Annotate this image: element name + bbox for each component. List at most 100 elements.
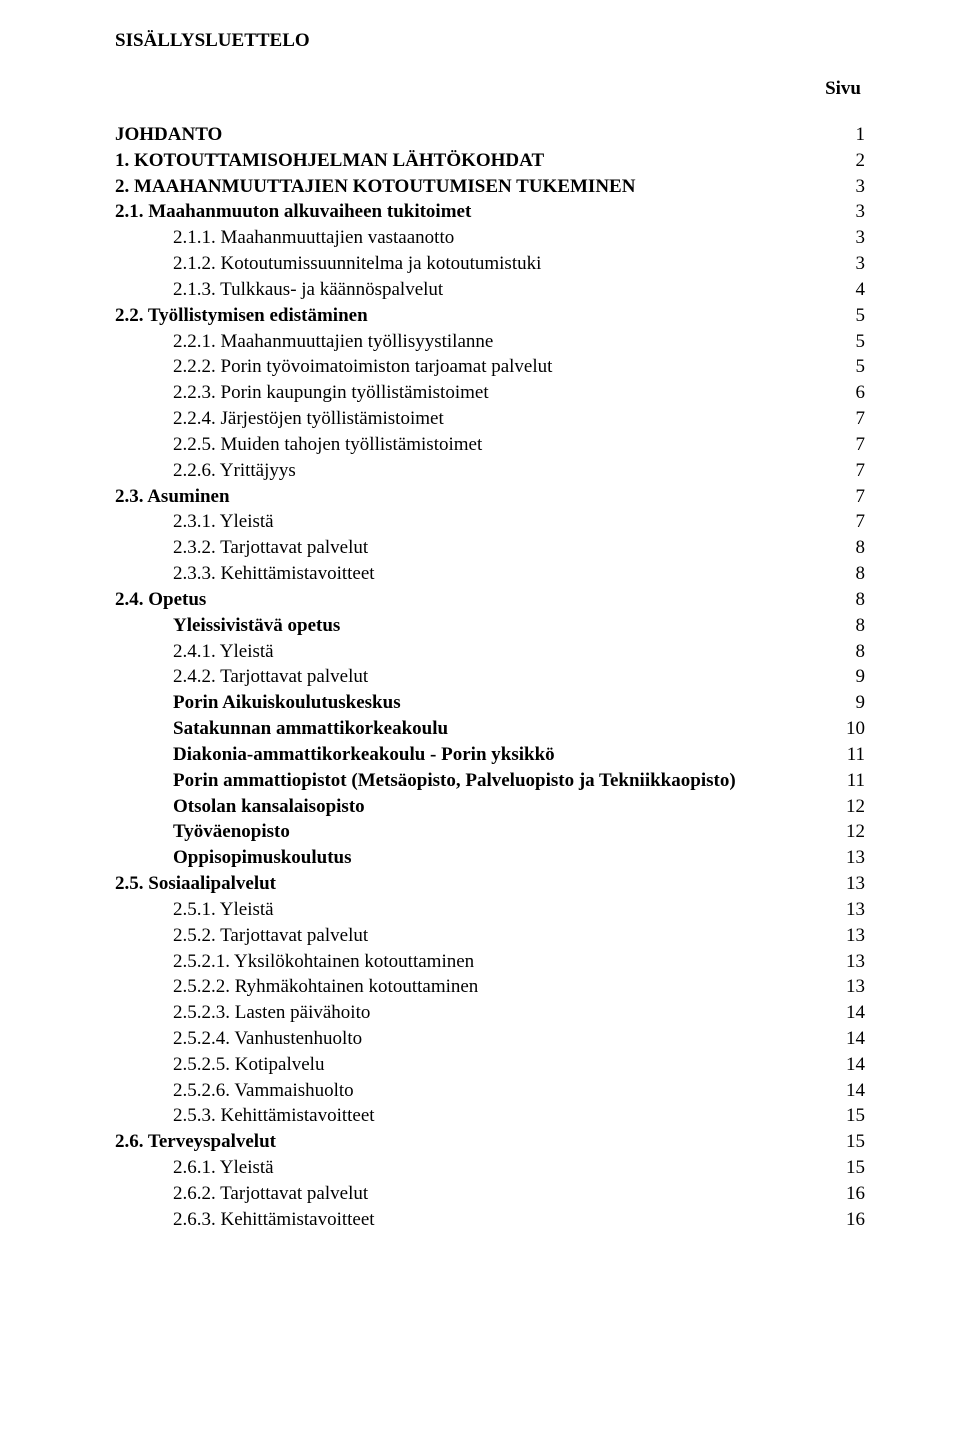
toc-entry-label: 2.6. Terveyspalvelut xyxy=(115,1129,276,1155)
toc-entry-label: 2.5.2.3. Lasten päivähoito xyxy=(173,1000,370,1026)
toc-entry: Porin ammattiopistot (Metsäopisto, Palve… xyxy=(115,768,865,794)
toc-entry-page: 8 xyxy=(845,613,865,639)
toc-entry-page: 12 xyxy=(845,794,865,820)
toc-entry-page: 8 xyxy=(845,535,865,561)
toc-entry-label: 2.5.2. Tarjottavat palvelut xyxy=(173,923,368,949)
toc-entry: 2.1.2. Kotoutumissuunnitelma ja kotoutum… xyxy=(115,251,865,277)
toc-entry-page: 7 xyxy=(845,484,865,510)
toc-entry: 2.2.2. Porin työvoimatoimiston tarjoamat… xyxy=(115,354,865,380)
toc-entry: 2.3. Asuminen 7 xyxy=(115,484,865,510)
toc-entry-page: 9 xyxy=(845,690,865,716)
toc-entry: 2.5.2.2. Ryhmäkohtainen kotouttaminen 13 xyxy=(115,974,865,1000)
toc-entry: 2.2.5. Muiden tahojen työllistämistoimet… xyxy=(115,432,865,458)
toc-entry: 2.5. Sosiaalipalvelut 13 xyxy=(115,871,865,897)
toc-entry-page: 3 xyxy=(845,174,865,200)
page-title: SISÄLLYSLUETTELO xyxy=(115,30,865,52)
toc-entry-page: 12 xyxy=(845,819,865,845)
toc-entry-page: 3 xyxy=(845,251,865,277)
toc-entry: 2.2.4. Järjestöjen työllistämistoimet7 xyxy=(115,406,865,432)
toc-entry-label: JOHDANTO xyxy=(115,122,222,148)
toc-entry-label: 2.4. Opetus xyxy=(115,587,206,613)
toc-entry: Satakunnan ammattikorkeakoulu10 xyxy=(115,716,865,742)
toc-entry-label: 2.3.2. Tarjottavat palvelut xyxy=(173,535,368,561)
toc-entry-page: 2 xyxy=(845,148,865,174)
toc-entry: Diakonia-ammattikorkeakoulu - Porin yksi… xyxy=(115,742,865,768)
toc-entry: Porin Aikuiskoulutuskeskus 9 xyxy=(115,690,865,716)
toc-entry-label: 2.3.3. Kehittämistavoitteet xyxy=(173,561,375,587)
toc-entry-label: Satakunnan ammattikorkeakoulu xyxy=(173,716,448,742)
toc-entry: 2.1. Maahanmuuton alkuvaiheen tukitoimet… xyxy=(115,199,865,225)
toc-entry-page: 5 xyxy=(845,303,865,329)
toc-entry-page: 14 xyxy=(845,1026,865,1052)
toc-entry-page: 3 xyxy=(845,199,865,225)
toc-entry-label: 2.3.1. Yleistä xyxy=(173,509,274,535)
toc-entry-page: 9 xyxy=(845,664,865,690)
toc-entry-label: 2.6.2. Tarjottavat palvelut xyxy=(173,1181,368,1207)
toc-entry: 2.6.2. Tarjottavat palvelut16 xyxy=(115,1181,865,1207)
toc-entry-page: 7 xyxy=(845,509,865,535)
toc-entry-label: Otsolan kansalaisopisto xyxy=(173,794,365,820)
toc-entry: 2.4.2. Tarjottavat palvelut9 xyxy=(115,664,865,690)
toc-entry-page: 13 xyxy=(845,974,865,1000)
toc-entry: 2.2.1. Maahanmuuttajien työllisyystilann… xyxy=(115,329,865,355)
toc-entry: 2.4.1. Yleistä8 xyxy=(115,639,865,665)
toc-entry-label: 2.1.2. Kotoutumissuunnitelma ja kotoutum… xyxy=(173,251,541,277)
toc-entry-label: 2.5.2.6. Vammaishuolto xyxy=(173,1078,354,1104)
toc-entry: Yleissivistävä opetus8 xyxy=(115,613,865,639)
page-column-label: Sivu xyxy=(115,78,865,100)
toc-entry: 2.2. Työllistymisen edistäminen 5 xyxy=(115,303,865,329)
toc-entry-page: 15 xyxy=(845,1103,865,1129)
toc-entry-label: Porin ammattiopistot (Metsäopisto, Palve… xyxy=(173,768,736,794)
toc-entry-page: 8 xyxy=(845,639,865,665)
toc-entry-page: 5 xyxy=(845,329,865,355)
toc-entry: 2.2.6. Yrittäjyys 7 xyxy=(115,458,865,484)
toc-entry-label: 2. MAAHANMUUTTAJIEN KOTOUTUMISEN TUKEMIN… xyxy=(115,174,635,200)
toc-entry-page: 13 xyxy=(845,949,865,975)
toc-entry: 2.5.2.3. Lasten päivähoito 14 xyxy=(115,1000,865,1026)
toc-entry-page: 15 xyxy=(845,1155,865,1181)
toc-entry-label: Oppisopimuskoulutus xyxy=(173,845,352,871)
toc-entry: 2.3.2. Tarjottavat palvelut 8 xyxy=(115,535,865,561)
toc-entry: 2.5.2.1. Yksilökohtainen kotouttaminen 13 xyxy=(115,949,865,975)
toc-entry-page: 13 xyxy=(845,897,865,923)
toc-entry-label: 2.5.1. Yleistä xyxy=(173,897,274,923)
toc-entry: 2.6.3. Kehittämistavoitteet16 xyxy=(115,1207,865,1233)
toc-entry: JOHDANTO1 xyxy=(115,122,865,148)
toc-entry-label: 2.2.2. Porin työvoimatoimiston tarjoamat… xyxy=(173,354,552,380)
toc-entry-label: 2.6.1. Yleistä xyxy=(173,1155,274,1181)
toc-entry-page: 13 xyxy=(845,871,865,897)
toc-entry-label: 2.5. Sosiaalipalvelut xyxy=(115,871,276,897)
toc-entry: 2.1.1. Maahanmuuttajien vastaanotto3 xyxy=(115,225,865,251)
toc-entry-label: 2.5.2.1. Yksilökohtainen kotouttaminen xyxy=(173,949,474,975)
toc-entry-label: 2.1. Maahanmuuton alkuvaiheen tukitoimet xyxy=(115,199,471,225)
toc-entry-label: 2.5.2.2. Ryhmäkohtainen kotouttaminen xyxy=(173,974,478,1000)
table-of-contents: JOHDANTO11. KOTOUTTAMISOHJELMAN LÄHTÖKOH… xyxy=(115,122,865,1233)
toc-entry-label: 2.2.6. Yrittäjyys xyxy=(173,458,296,484)
toc-entry-page: 7 xyxy=(845,406,865,432)
toc-entry-page: 8 xyxy=(845,587,865,613)
toc-entry-page: 16 xyxy=(845,1207,865,1233)
toc-entry: 2.5.2. Tarjottavat palvelut 13 xyxy=(115,923,865,949)
toc-entry-label: Porin Aikuiskoulutuskeskus xyxy=(173,690,401,716)
toc-entry-label: 2.2. Työllistymisen edistäminen xyxy=(115,303,368,329)
toc-entry: 2.5.2.5. Kotipalvelu14 xyxy=(115,1052,865,1078)
toc-entry: 2. MAAHANMUUTTAJIEN KOTOUTUMISEN TUKEMIN… xyxy=(115,174,865,200)
toc-entry-label: 2.1.3. Tulkkaus- ja käännöspalvelut xyxy=(173,277,443,303)
toc-entry: 2.6. Terveyspalvelut 15 xyxy=(115,1129,865,1155)
toc-entry-page: 7 xyxy=(845,458,865,484)
toc-entry-page: 13 xyxy=(845,923,865,949)
toc-entry: 2.5.2.4. Vanhustenhuolto14 xyxy=(115,1026,865,1052)
toc-entry-label: 2.3. Asuminen xyxy=(115,484,230,510)
toc-entry-page: 15 xyxy=(845,1129,865,1155)
toc-entry: 2.2.3. Porin kaupungin työllistämistoime… xyxy=(115,380,865,406)
toc-entry: Otsolan kansalaisopisto 12 xyxy=(115,794,865,820)
toc-entry-page: 11 xyxy=(845,768,865,794)
toc-entry: 1. KOTOUTTAMISOHJELMAN LÄHTÖKOHDAT2 xyxy=(115,148,865,174)
toc-entry: 2.1.3. Tulkkaus- ja käännöspalvelut4 xyxy=(115,277,865,303)
toc-entry-page: 14 xyxy=(845,1000,865,1026)
toc-entry: 2.5.1. Yleistä 13 xyxy=(115,897,865,923)
toc-entry: 2.5.2.6. Vammaishuolto14 xyxy=(115,1078,865,1104)
toc-entry: 2.4. Opetus 8 xyxy=(115,587,865,613)
toc-entry-label: Diakonia-ammattikorkeakoulu - Porin yksi… xyxy=(173,742,555,768)
toc-entry-page: 5 xyxy=(845,354,865,380)
